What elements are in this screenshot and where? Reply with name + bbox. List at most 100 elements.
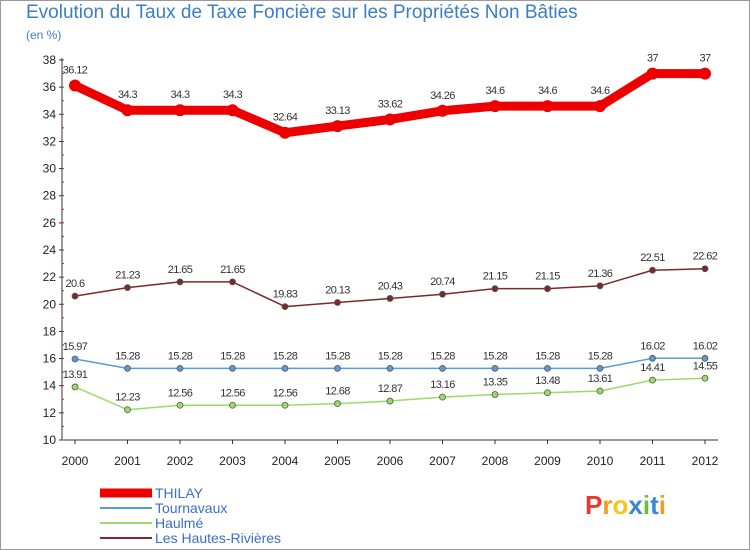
- y-tick-label: 34: [43, 107, 57, 121]
- data-point: [386, 295, 394, 302]
- data-label: 12.56: [168, 387, 193, 399]
- data-label: 16.02: [640, 340, 665, 352]
- data-point: [176, 278, 184, 286]
- data-point: [649, 354, 656, 362]
- y-tick-label: 22: [43, 270, 57, 284]
- logo-letter: P: [585, 490, 603, 520]
- y-tick-label: 28: [43, 189, 57, 203]
- y-tick-label: 32: [43, 134, 57, 148]
- x-tick-label: 2002: [167, 454, 194, 468]
- data-point: [544, 364, 551, 372]
- data-label: 34.26: [430, 90, 455, 102]
- x-tick-label: 2004: [272, 454, 299, 468]
- data-point: [334, 299, 341, 306]
- data-labels: 20.6 21.23 21.65 21.65 19.83 20.13 20.43 20.74 2…: [63, 53, 719, 404]
- data-point: [491, 391, 499, 398]
- logo-letter: i: [658, 490, 666, 520]
- data-label: 37: [699, 53, 711, 65]
- data-point: [596, 282, 604, 290]
- data-label: 21.23: [115, 270, 140, 282]
- y-tick-label: 18: [43, 324, 57, 338]
- data-label: 12.56: [220, 387, 245, 399]
- legend-label: Haulmé: [155, 515, 203, 531]
- data-point: [71, 383, 79, 391]
- data-point: [281, 401, 289, 409]
- data-point: [281, 364, 289, 372]
- data-label: 20.6: [65, 278, 84, 290]
- data-label: 13.91: [63, 369, 88, 381]
- data-point: [544, 389, 551, 397]
- data-point: [541, 100, 554, 113]
- x-tick-label: 2005: [324, 454, 351, 468]
- chart-title: Evolution du Taux de Taxe Foncière sur l…: [26, 2, 578, 23]
- x-tick-label: 2010: [587, 454, 614, 468]
- data-label: 15.28: [220, 350, 245, 362]
- data-label: 21.15: [535, 271, 560, 283]
- data-label: 13.48: [535, 375, 560, 387]
- data-point: [176, 401, 184, 409]
- data-label: 12.56: [273, 387, 298, 399]
- data-label: 15.28: [115, 350, 140, 362]
- y-tick-label: 30: [43, 162, 57, 176]
- data-label: 15.28: [273, 350, 298, 362]
- data-point: [334, 400, 341, 408]
- data-label: 34.3: [170, 89, 189, 101]
- data-label: 14.41: [640, 362, 665, 374]
- y-tick-label: 12: [43, 406, 57, 420]
- data-point: [229, 278, 236, 286]
- data-point: [71, 292, 79, 300]
- data-point: [174, 104, 186, 117]
- data-label: 34.6: [590, 85, 609, 97]
- data-point: [124, 284, 131, 291]
- data-point: [701, 265, 709, 273]
- data-point: [176, 364, 184, 372]
- data-point: [124, 364, 131, 372]
- data-label: 21.65: [168, 264, 193, 276]
- data-label: 37: [647, 53, 659, 65]
- data-label: 14.55: [693, 360, 718, 372]
- data-point: [121, 104, 134, 117]
- data-point: [71, 355, 79, 363]
- data-point: [439, 364, 446, 372]
- data-label: 20.74: [430, 276, 455, 288]
- data-point: [334, 364, 341, 372]
- data-point: [646, 67, 659, 80]
- data-label: 20.13: [325, 285, 350, 297]
- logo-letter: i: [642, 490, 651, 520]
- data-label: 13.35: [483, 377, 508, 389]
- data-label: 20.43: [378, 280, 403, 292]
- x-tick-label: 2006: [377, 454, 404, 468]
- y-tick-label: 26: [43, 216, 57, 230]
- y-tick-label: 36: [43, 80, 57, 94]
- data-label: 15.97: [63, 341, 88, 353]
- x-tick-label: 2001: [114, 454, 141, 468]
- x-tick-label: 2011: [640, 454, 666, 468]
- data-point: [436, 104, 449, 117]
- logo-letter: x: [628, 490, 643, 520]
- y-tick-label: 14: [43, 379, 57, 393]
- data-label: 22.62: [693, 251, 718, 263]
- data-label: 33.13: [325, 105, 350, 117]
- data-label: 15.28: [325, 350, 350, 362]
- data-point: [439, 290, 446, 298]
- legend-label: Les Hautes-Rivières: [155, 530, 281, 546]
- data-point: [701, 374, 709, 382]
- logo-letter: r: [602, 490, 613, 520]
- data-point: [491, 364, 499, 372]
- x-tick-label: 2007: [429, 454, 456, 468]
- data-point: [229, 364, 236, 372]
- data-point: [596, 364, 604, 372]
- unit-label: (en %): [26, 28, 62, 42]
- data-point: [699, 67, 711, 80]
- data-point: [281, 303, 289, 310]
- data-label: 12.23: [115, 392, 140, 404]
- x-tick-label: 2000: [62, 454, 89, 468]
- data-label: 15.28: [588, 350, 613, 362]
- data-label: 16.02: [693, 340, 718, 352]
- axes: 10 12 14 16 18 20 22 24 26 28 30 32 34 36 38 2000 2001 20…: [43, 53, 719, 468]
- data-label: 12.87: [378, 383, 403, 395]
- data-label: 15.28: [430, 350, 455, 362]
- data-point: [69, 79, 81, 92]
- y-tick-label: 16: [43, 352, 57, 366]
- x-tick-label: 2008: [482, 454, 509, 468]
